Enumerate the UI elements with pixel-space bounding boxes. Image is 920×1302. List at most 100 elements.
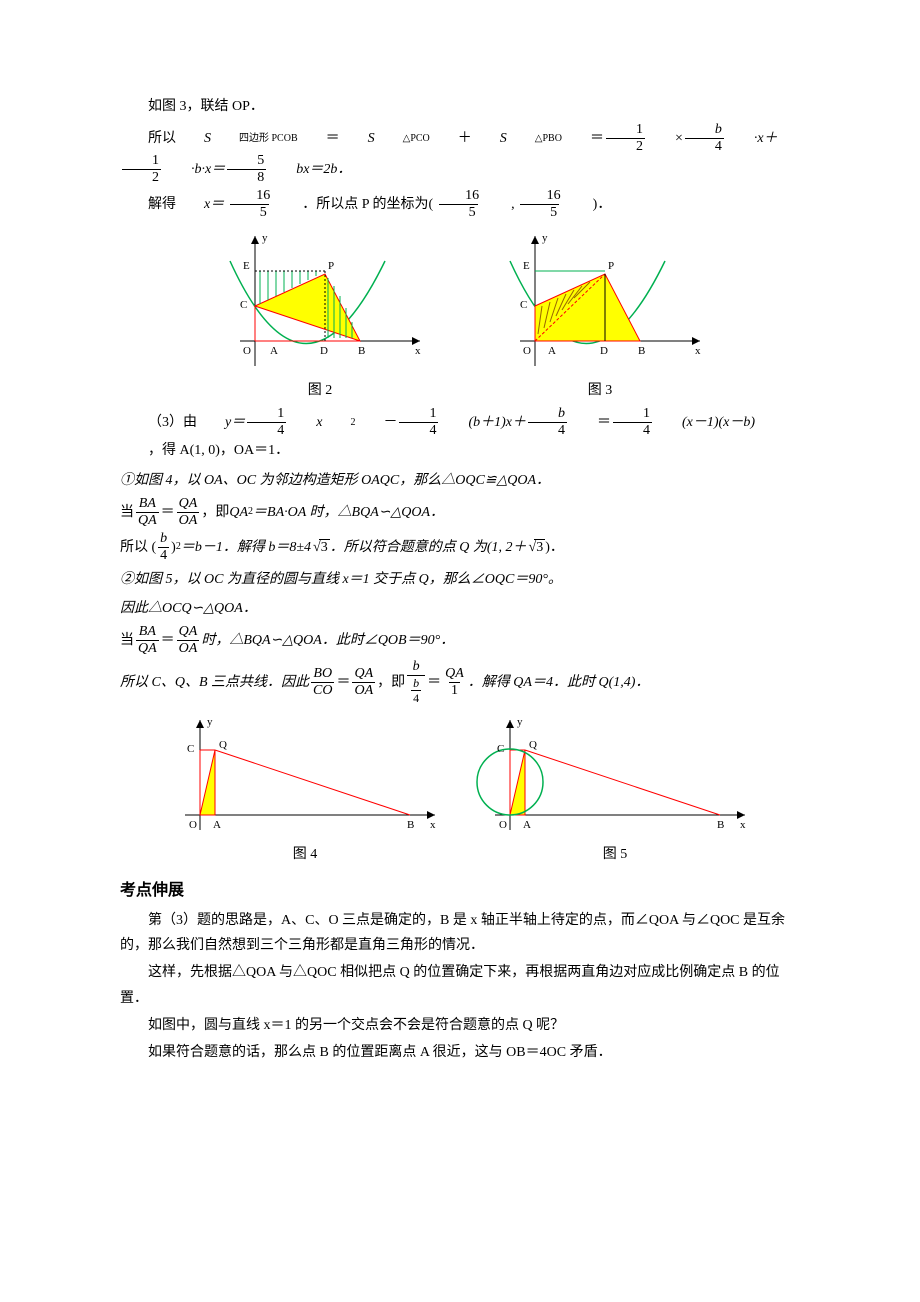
text: ．所以点 P 的坐标为( xyxy=(274,192,433,217)
text: ，即 xyxy=(201,500,229,525)
den: 4 xyxy=(685,138,724,154)
den: 4 xyxy=(247,422,286,438)
den: 5 xyxy=(520,204,559,220)
den: 1 xyxy=(449,682,460,698)
text: )． xyxy=(565,192,612,217)
text: 时，△BQA∽△QOA．此时∠QOB＝90°． xyxy=(201,628,454,653)
den: 2 xyxy=(122,169,161,185)
subscript: △PBO xyxy=(507,130,562,148)
eq: ＝ xyxy=(161,628,175,653)
num: 5 xyxy=(227,154,266,169)
line-8: ②如图 5，以 OC 为直径的圆与直线 x＝1 交于点 Q，那么∠OQC＝90°… xyxy=(120,567,800,592)
frac-16-5b: 165 xyxy=(435,189,481,220)
frac-bo-co: BOCO xyxy=(311,667,334,698)
var: S xyxy=(176,126,211,151)
svg-text:O: O xyxy=(499,819,507,831)
num: b xyxy=(411,677,421,690)
num: BA xyxy=(137,625,158,640)
svg-text:E: E xyxy=(523,260,530,272)
svg-text:P: P xyxy=(608,260,614,272)
num: b xyxy=(685,123,724,138)
line-10: 当 BAQA ＝ QAOA 时，△BQA∽△QOA．此时∠QOB＝90°． xyxy=(120,625,800,656)
num: 16 xyxy=(226,189,272,204)
frac-qa-oa3: QAOA xyxy=(352,667,375,698)
plus: ＋ xyxy=(430,126,472,151)
svg-text:C: C xyxy=(497,743,504,755)
frac-b-4c: b4 xyxy=(158,532,169,563)
num: 1 xyxy=(613,407,652,422)
num: QA xyxy=(443,667,466,682)
text: 所以 ( xyxy=(120,535,156,560)
den: QA xyxy=(136,640,159,656)
den: OA xyxy=(177,640,200,656)
svg-text:x: x xyxy=(740,819,746,831)
frac-1-4b: 14 xyxy=(399,407,438,438)
text: ．所以符合题意的点 Q 为(1, 2＋ xyxy=(330,535,527,560)
text: 因此△OCQ∽△QOA． xyxy=(120,596,257,621)
svg-text:A: A xyxy=(523,819,531,831)
svg-text:B: B xyxy=(638,345,645,357)
text: ＝BA·OA 时，△BQA∽△QOA． xyxy=(253,500,444,525)
svg-text:O: O xyxy=(243,345,251,357)
den: CO xyxy=(311,682,334,698)
den: 4 xyxy=(613,422,652,438)
figure-2-caption: 图 2 xyxy=(308,378,333,403)
eq: ＝ xyxy=(427,670,441,695)
den: 4 xyxy=(399,422,438,438)
frac-16-5: 165 xyxy=(226,189,272,220)
figure-4-caption: 图 4 xyxy=(293,842,318,867)
svg-text:C: C xyxy=(240,299,247,311)
frac-b-over: b b4 xyxy=(407,660,425,704)
frac-ba-qa2: BAQA xyxy=(136,625,159,656)
den: 5 xyxy=(230,204,269,220)
den: 5 xyxy=(439,204,478,220)
frac-qa-oa: QAOA xyxy=(177,497,200,528)
svg-text:A: A xyxy=(213,819,221,831)
svg-text:B: B xyxy=(407,819,414,831)
var: y＝ xyxy=(197,410,245,435)
para-3: 如图中，圆与直线 x＝1 的另一个交点会不会是符合题意的点 Q 呢？ xyxy=(120,1013,800,1038)
times: × xyxy=(647,126,683,151)
svg-text:y: y xyxy=(517,716,523,728)
figure-row-23: y x O A B C D E P 图 2 xyxy=(120,226,800,403)
text: （3）由 xyxy=(120,410,197,435)
frac-b-4: b4 xyxy=(685,123,724,154)
svg-text:y: y xyxy=(542,232,548,244)
den: 4 xyxy=(158,547,169,563)
figure-2-wrap: y x O A B C D E P 图 2 xyxy=(210,226,430,403)
svg-text:Q: Q xyxy=(219,739,227,751)
text: ＝b－1．解得 b＝8±4 xyxy=(181,535,311,560)
svg-text:B: B xyxy=(358,345,365,357)
den: 4 xyxy=(411,690,421,704)
line-11: 所以 C、Q、B 三点共线．因此 BOCO ＝ QAOA ，即 b b4 ＝ Q… xyxy=(120,660,800,704)
svg-text:E: E xyxy=(243,260,250,272)
frac-1-2: 12 xyxy=(606,123,645,154)
text: ·b·x＝ xyxy=(163,157,225,182)
figure-4: y x O A B C Q xyxy=(165,710,445,840)
sqrt: 3 xyxy=(527,535,546,560)
num: 1 xyxy=(247,407,286,422)
text: 解得 xyxy=(120,192,176,217)
text: ，得 A(1, 0)，OA＝1． xyxy=(120,438,289,463)
num: BO xyxy=(311,667,334,682)
svg-text:P: P xyxy=(328,260,334,272)
figure-2: y x O A B C D E P xyxy=(210,226,430,376)
num: QA xyxy=(177,625,200,640)
eq: ＝ xyxy=(161,500,175,525)
frac-5-8: 58 xyxy=(227,154,266,185)
frac-qa-1: QA1 xyxy=(443,667,466,698)
frac-qa-oa2: QAOA xyxy=(177,625,200,656)
svg-text:D: D xyxy=(600,345,608,357)
text: )． xyxy=(545,535,564,560)
var: x xyxy=(288,410,322,435)
frac-1-2b: 12 xyxy=(122,154,161,185)
line-2: 所以 S 四边形 PCOB ＝ S △PCO ＋ S △PBO ＝ 12 × b… xyxy=(120,123,800,185)
para-2: 这样，先根据△QOA 与△QOC 相似把点 Q 的位置确定下来，再根据两直角边对… xyxy=(120,960,800,1010)
frac-1-4c: 14 xyxy=(613,407,652,438)
num: 1 xyxy=(606,123,645,138)
var: S xyxy=(472,126,507,151)
sqrt: 3 xyxy=(311,535,330,560)
figure-3-wrap: y x O A B C D E P 图 3 xyxy=(490,226,710,403)
svg-text:x: x xyxy=(415,345,421,357)
num: b xyxy=(158,532,169,547)
